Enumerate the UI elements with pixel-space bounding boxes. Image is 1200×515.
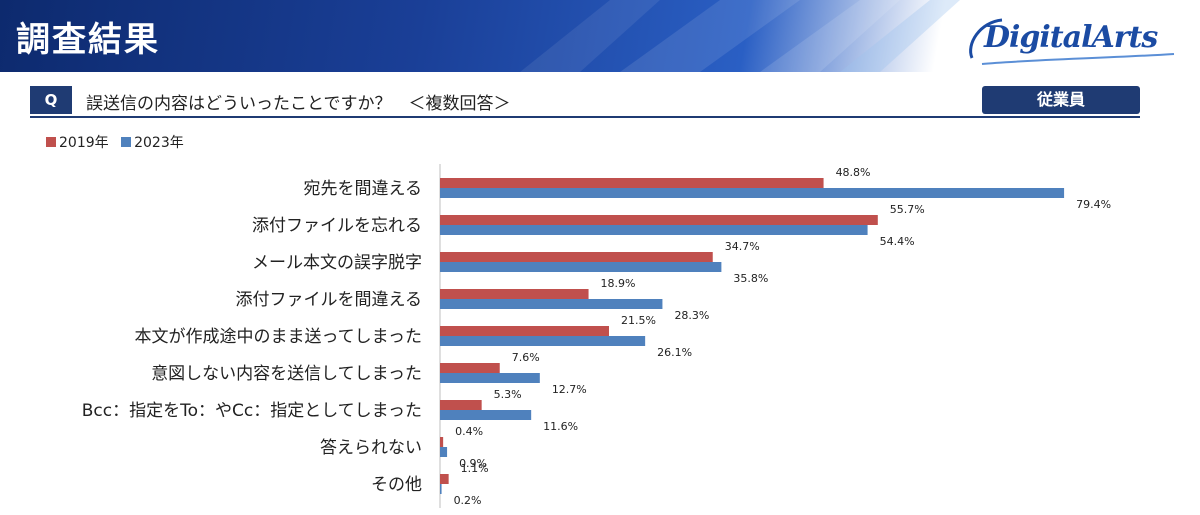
bar-2023	[440, 299, 663, 309]
question-bar: Q 誤送信の内容はどういったことですか？ ＜複数回答＞ 従業員	[30, 86, 1140, 114]
category-label: 添付ファイルを間違える	[236, 290, 423, 310]
bar-2019	[440, 252, 713, 262]
bar-2023	[440, 447, 448, 457]
bar-2019	[440, 363, 500, 373]
digitalarts-logo: DigitalArts	[962, 14, 1182, 70]
category-label: 答えられない	[320, 438, 422, 458]
data-label-2023: 54.4%	[880, 235, 915, 248]
bar-2023	[440, 484, 442, 494]
data-label-2019: 18.9%	[601, 277, 636, 290]
bar-2023	[440, 188, 1065, 198]
data-label-2023: 12.7%	[552, 383, 587, 396]
data-label-2023: 35.8%	[733, 272, 768, 285]
header-banner: 調査結果 DigitalArts	[0, 0, 1200, 72]
bar-chart: 宛先を間違える 48.8% 79.4% 添付ファイルを忘れる 55.7% 54.4% メール…	[82, 164, 1111, 508]
page-title: 調査結果	[16, 20, 160, 60]
banner-decoration	[520, 0, 960, 72]
data-label-2019: 21.5%	[621, 314, 656, 327]
respondent-segment-tag: 従業員	[982, 86, 1140, 114]
chart-legend: 2019年 2023年	[46, 132, 192, 152]
category-label: その他	[371, 475, 422, 495]
bar-2019	[440, 178, 824, 188]
question-badge: Q	[30, 86, 72, 114]
legend-label-2023: 2023年	[134, 135, 184, 151]
data-label-2019: 34.7%	[725, 240, 760, 253]
bar-2019	[440, 326, 609, 336]
data-label-2023: 79.4%	[1076, 198, 1111, 211]
logo-swoosh-icon	[969, 18, 1175, 65]
bar-2019	[440, 289, 589, 299]
data-label-2019: 7.6%	[512, 351, 540, 364]
bar-2019	[440, 437, 444, 447]
bar-2023	[440, 373, 540, 383]
data-label-2023: 0.9%	[459, 457, 487, 470]
bar-2019	[440, 215, 878, 225]
legend-swatch-2023	[121, 137, 132, 147]
question-text: 誤送信の内容はどういったことですか？ ＜複数回答＞	[86, 94, 511, 114]
category-label: メール本文の誤字脱字	[252, 253, 422, 273]
category-label: 添付ファイルを忘れる	[252, 216, 422, 236]
bar-2019	[440, 474, 449, 484]
data-label-2019: 48.8%	[836, 166, 871, 179]
legend-item-2019: 2019年	[46, 132, 109, 152]
data-label-2019: 55.7%	[890, 203, 925, 216]
data-label-2023: 28.3%	[674, 309, 709, 322]
bar-2023	[440, 410, 532, 420]
data-label-2023: 0.2%	[454, 494, 482, 507]
data-label-2019: 5.3%	[494, 388, 522, 401]
data-label-2023: 11.6%	[543, 420, 578, 433]
category-label: 意図しない内容を送信してしまった	[151, 364, 422, 384]
logo-wordmark: DigitalArts	[984, 20, 1158, 55]
data-label-2019: 1.1%	[461, 462, 489, 475]
bar-2023	[440, 225, 868, 235]
data-label-2019: 0.4%	[455, 425, 483, 438]
question-divider	[30, 116, 1140, 118]
category-label: 宛先を間違える	[304, 179, 423, 199]
legend-label-2019: 2019年	[59, 135, 109, 151]
bar-2023	[440, 262, 722, 272]
category-label: 本文が作成途中のまま送ってしまった	[135, 327, 422, 347]
legend-item-2023: 2023年	[121, 132, 184, 152]
legend-swatch-2019	[46, 137, 56, 147]
data-label-2023: 26.1%	[657, 346, 692, 359]
bar-2019	[440, 400, 482, 410]
category-label: Bcc：指定をTo：やCc：指定としてしまった	[82, 401, 422, 421]
bar-2023	[440, 336, 646, 346]
